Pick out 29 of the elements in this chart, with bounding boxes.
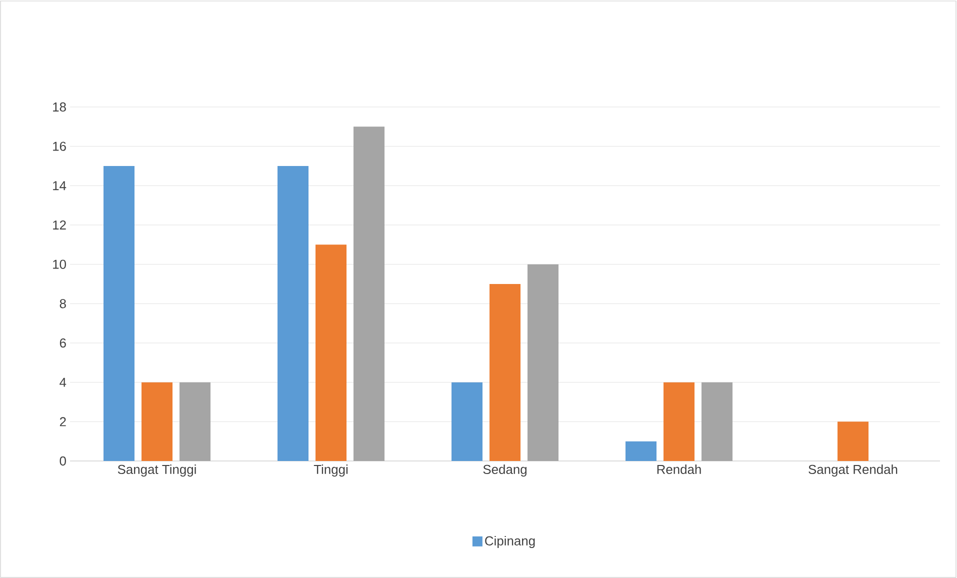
y-tick-label: 18 xyxy=(53,102,66,112)
bar xyxy=(626,441,657,461)
bar xyxy=(278,166,309,461)
y-tick-label: 4 xyxy=(60,378,66,387)
x-tick-label: Sangat Rendah xyxy=(808,464,898,477)
y-tick-label: 0 xyxy=(60,456,66,466)
x-tick-label: Rendah xyxy=(657,464,701,474)
y-tick-label: 14 xyxy=(53,181,66,190)
y-tick-label: 6 xyxy=(60,338,66,348)
x-tick-label: Tinggi xyxy=(314,464,348,477)
bar xyxy=(316,244,347,461)
bar xyxy=(180,382,211,461)
x-tick-label: Sangat Tinggi xyxy=(118,464,196,477)
y-tick-label: 8 xyxy=(60,299,66,308)
bar xyxy=(490,284,521,461)
y-tick-label: 16 xyxy=(53,142,66,151)
bar xyxy=(664,382,695,461)
bar xyxy=(104,166,135,461)
bar xyxy=(452,382,483,461)
y-tick-label: 2 xyxy=(60,417,66,426)
y-tick-label: 10 xyxy=(53,260,66,269)
x-tick-label: Sedang xyxy=(483,464,526,477)
bar xyxy=(528,264,559,461)
y-tick-label: 12 xyxy=(53,220,66,230)
bar xyxy=(838,422,869,461)
bar xyxy=(354,126,385,461)
bar xyxy=(702,382,733,461)
legend-label: Cipinang xyxy=(485,536,535,548)
bar xyxy=(142,382,173,461)
